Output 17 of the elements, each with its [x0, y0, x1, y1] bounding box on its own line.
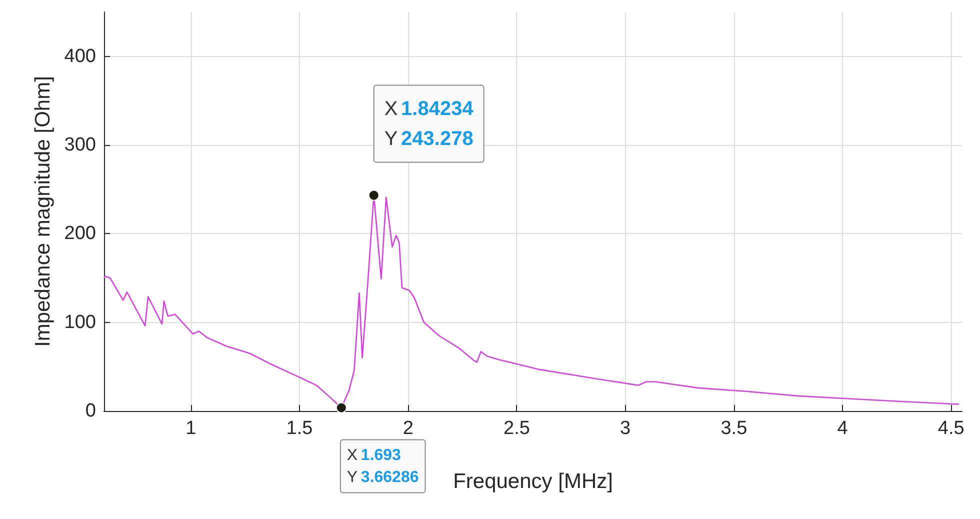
x-tick-label: 2: [402, 418, 414, 439]
x-axis-title: Frequency [MHz]: [453, 470, 613, 493]
x-tick-label: 1.5: [286, 418, 313, 439]
y-tick-label: 100: [64, 312, 96, 333]
y-tick-label: 0: [85, 400, 96, 422]
annotation: X 1.693 Y 3.66286: [346, 446, 419, 486]
y-tick-label: 200: [64, 223, 96, 244]
x-tick-label: 4.5: [938, 418, 964, 439]
y-axis-title: Impedance magnitude [Ohm]: [31, 76, 54, 347]
y-tick-label: 400: [64, 46, 96, 67]
x-tick-label: 3: [620, 418, 631, 439]
x-tick-label: 4: [837, 418, 848, 439]
y-tick-label: 300: [64, 134, 96, 156]
x-tick-label: 3.5: [720, 418, 748, 439]
x-tick-label: 2.5: [504, 418, 530, 439]
annotation: X 1.84234 Y 243.278: [384, 98, 474, 150]
x-tick-label: 1: [186, 418, 196, 439]
